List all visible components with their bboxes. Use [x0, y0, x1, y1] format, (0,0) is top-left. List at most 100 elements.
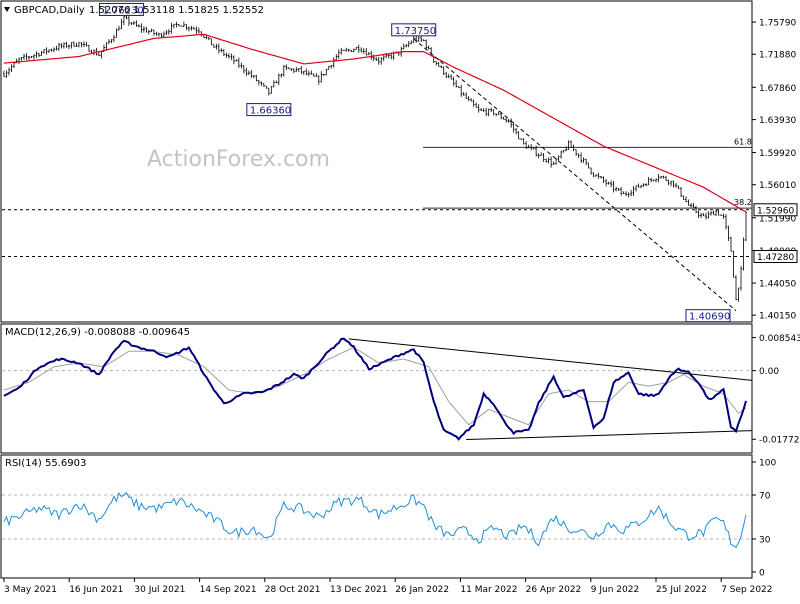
candle: [87, 44, 90, 52]
candle: [42, 49, 45, 54]
candle: [302, 70, 305, 76]
candle: [630, 189, 633, 197]
dropdown-triangle-icon[interactable]: [4, 7, 10, 12]
candle: [480, 107, 483, 111]
candle: [610, 180, 613, 188]
candle: [30, 56, 33, 59]
date-tick-label: 26 Apr 2022: [526, 585, 582, 595]
macd-tick-label: 0.008543: [759, 334, 800, 344]
candle: [177, 24, 180, 27]
candle: [67, 44, 70, 50]
candle: [460, 84, 463, 97]
candle: [410, 40, 413, 45]
candle: [365, 47, 368, 56]
price-tick-label: 1.75790: [759, 19, 796, 29]
moving-average-line: [3, 33, 747, 213]
candle: [137, 24, 140, 28]
candle: [147, 29, 150, 35]
candle: [562, 149, 565, 153]
candle: [457, 86, 460, 88]
candle: [347, 48, 350, 52]
candle: [557, 155, 560, 161]
candle: [727, 225, 730, 241]
symbol-label: GBPCAD,Daily: [14, 5, 85, 16]
candle: [665, 175, 668, 182]
candle: [62, 42, 65, 49]
candle: [265, 85, 268, 89]
candle: [522, 138, 525, 145]
candle: [37, 52, 40, 58]
candle: [567, 140, 570, 150]
candle: [167, 28, 170, 35]
candle: [260, 81, 263, 86]
candle: [40, 50, 43, 57]
candle: [605, 179, 608, 187]
candle: [722, 213, 725, 220]
candle: [377, 56, 380, 65]
macd-signal-line: [3, 346, 747, 426]
candle: [55, 45, 58, 51]
candle: [362, 48, 365, 54]
price-tick-label: 1.59920: [759, 149, 796, 159]
candle: [695, 205, 698, 213]
candle: [312, 73, 315, 77]
candle: [662, 175, 665, 179]
price-callout-label: 1.66360: [250, 106, 291, 117]
candle: [97, 51, 100, 56]
candle: [495, 113, 498, 117]
candle: [715, 209, 718, 217]
candle: [282, 64, 285, 77]
candle: [47, 49, 50, 53]
candle: [702, 213, 705, 217]
candle: [502, 116, 505, 120]
date-tick-label: 13 Dec 2021: [330, 585, 388, 595]
candle: [532, 147, 535, 150]
candle: [505, 117, 508, 123]
candle: [515, 128, 518, 135]
candle: [300, 65, 303, 75]
macd-tick-label: -0.017722: [759, 436, 800, 446]
rsi-line: [3, 491, 747, 549]
candle: [237, 57, 240, 69]
candle: [615, 186, 618, 192]
candle: [195, 26, 198, 34]
date-tick-label: 11 Mar 2022: [460, 585, 517, 595]
candle: [317, 75, 320, 85]
candle: [387, 54, 390, 59]
candle: [447, 73, 450, 79]
candle: [290, 68, 293, 72]
candle: [342, 49, 345, 51]
candle: [145, 26, 148, 33]
rsi-title: RSI(14) 55.6903: [5, 458, 86, 469]
candle: [72, 41, 75, 47]
candle: [82, 41, 85, 48]
candle: [572, 144, 575, 152]
candle: [242, 65, 245, 74]
candle: [595, 174, 598, 177]
candle: [230, 53, 233, 61]
candle: [445, 71, 448, 79]
candle: [575, 149, 578, 157]
candle: [250, 70, 253, 78]
candle: [475, 102, 478, 108]
candle: [560, 150, 563, 159]
candle: [677, 185, 680, 190]
price-panel: [0, 0, 753, 323]
candle: [217, 43, 220, 54]
rsi-tick-label: 70: [759, 492, 771, 502]
macd-tick-label: 0.00: [759, 367, 779, 377]
rsi-tick-label: 100: [759, 459, 776, 469]
macd-panel: [0, 323, 753, 454]
candle: [565, 146, 568, 152]
candle: [357, 44, 360, 53]
candle: [705, 212, 708, 220]
candle: [650, 177, 653, 183]
candle: [660, 176, 663, 179]
candle: [180, 25, 183, 27]
candle: [295, 66, 298, 72]
price-tick-label: 1.44050: [759, 280, 796, 290]
candle: [220, 48, 223, 53]
candle: [212, 44, 215, 48]
candle: [437, 61, 440, 67]
candle: [207, 37, 210, 41]
